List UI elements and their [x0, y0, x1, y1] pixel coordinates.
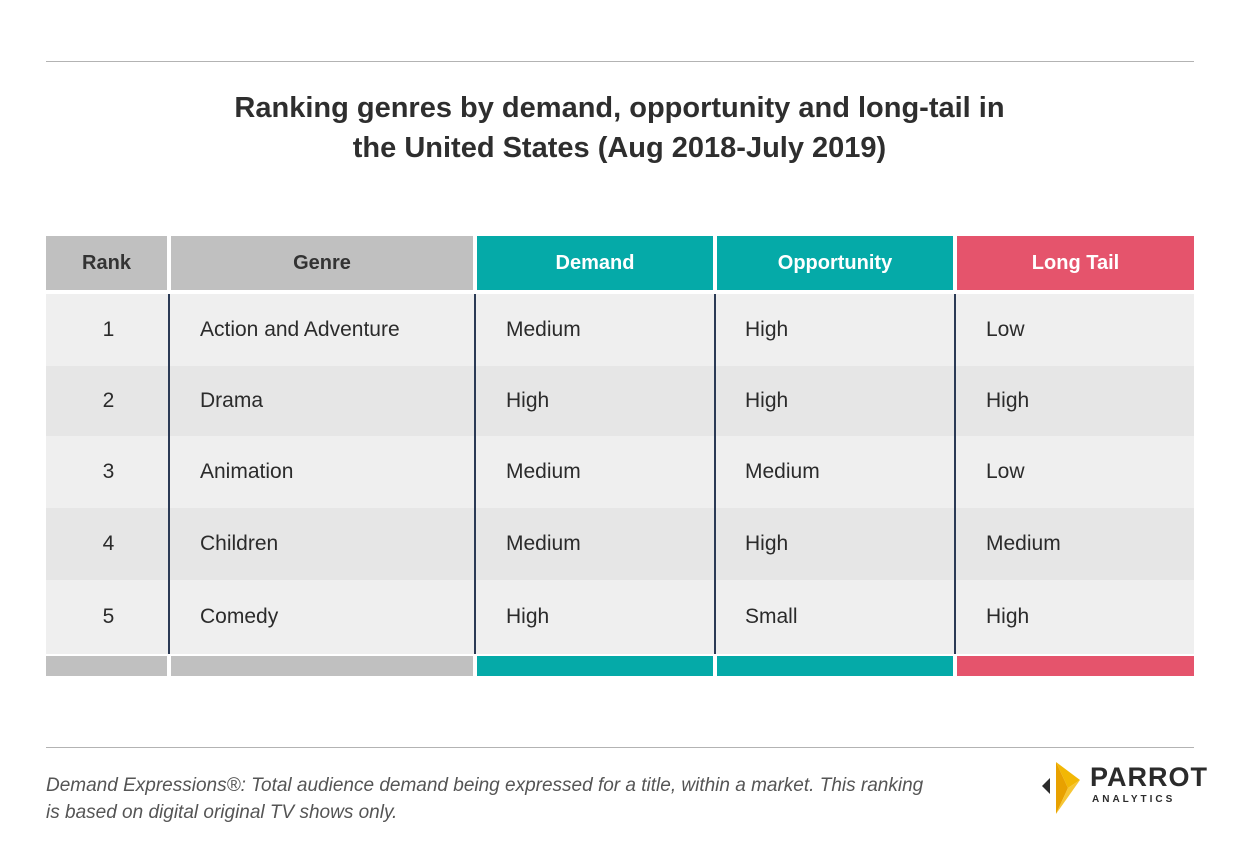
- column-divider: [954, 294, 956, 654]
- title-line-1: Ranking genres by demand, opportunity an…: [234, 92, 1005, 124]
- column-divider: [714, 294, 716, 654]
- rank-cell: 5: [102, 605, 115, 628]
- footer-bar-opportunity: [717, 656, 953, 676]
- top-divider: [46, 61, 1194, 62]
- footnote-line-2: is based on digital original TV shows on…: [46, 802, 398, 823]
- opportunity-cell: Small: [745, 605, 798, 628]
- rank-cell: 1: [102, 318, 115, 341]
- column-divider: [474, 294, 476, 654]
- column-divider: [168, 294, 170, 654]
- header-opportunity: Opportunity: [717, 236, 953, 290]
- page-title: Ranking genres by demand, opportunity an…: [0, 88, 1239, 168]
- footnote: Demand Expressions®: Total audience dema…: [46, 772, 1026, 826]
- title-line-2: the United States (Aug 2018-July 2019): [352, 132, 887, 164]
- footer-bar-demand: [477, 656, 713, 676]
- rank-cell: 3: [102, 460, 115, 483]
- demand-cell: High: [506, 389, 550, 412]
- table-row: 1 Action and Adventure Medium High Low: [46, 294, 1194, 366]
- genre-cell: Comedy: [200, 605, 279, 628]
- long-tail-cell: High: [986, 389, 1030, 412]
- demand-cell: Medium: [506, 460, 581, 483]
- footer-bar-long-tail: [957, 656, 1194, 676]
- genre-cell: Children: [200, 532, 279, 555]
- bottom-divider: [46, 747, 1194, 748]
- demand-cell: Medium: [506, 532, 581, 555]
- rank-cell: 4: [102, 532, 115, 555]
- table-row: 3 Animation Medium Medium Low: [46, 436, 1194, 508]
- header-demand: Demand: [477, 236, 713, 290]
- footer-bar-rank: [46, 656, 167, 676]
- opportunity-cell: High: [745, 389, 789, 412]
- long-tail-cell: Low: [986, 318, 1025, 341]
- footnote-line-1: Demand Expressions®: Total audience dema…: [46, 775, 924, 796]
- parrot-logo-icon: [1042, 762, 1080, 814]
- long-tail-cell: High: [986, 605, 1030, 628]
- demand-cell: High: [506, 605, 550, 628]
- logo-subtitle: ANALYTICS: [1092, 794, 1176, 805]
- genre-cell: Drama: [200, 389, 264, 412]
- header-long-tail: Long Tail: [957, 236, 1194, 290]
- demand-cell: Medium: [506, 318, 581, 341]
- long-tail-cell: Medium: [986, 532, 1061, 555]
- long-tail-cell: Low: [986, 460, 1025, 483]
- parrot-analytics-logo: PARROT ANALYTICS: [1040, 760, 1207, 816]
- logo-name: PARROT: [1090, 762, 1208, 792]
- table-row: 2 Drama High High High: [46, 366, 1194, 436]
- table-row: 4 Children Medium High Medium: [46, 508, 1194, 580]
- header-rank: Rank: [46, 236, 167, 290]
- opportunity-cell: High: [745, 532, 789, 555]
- footer-bar-genre: [171, 656, 473, 676]
- header-genre: Genre: [171, 236, 473, 290]
- table-row: 5 Comedy High Small High: [46, 580, 1194, 654]
- genre-cell: Action and Adventure: [200, 318, 400, 341]
- genre-cell: Animation: [200, 460, 294, 483]
- opportunity-cell: Medium: [745, 460, 820, 483]
- opportunity-cell: High: [745, 318, 789, 341]
- rank-cell: 2: [102, 389, 115, 412]
